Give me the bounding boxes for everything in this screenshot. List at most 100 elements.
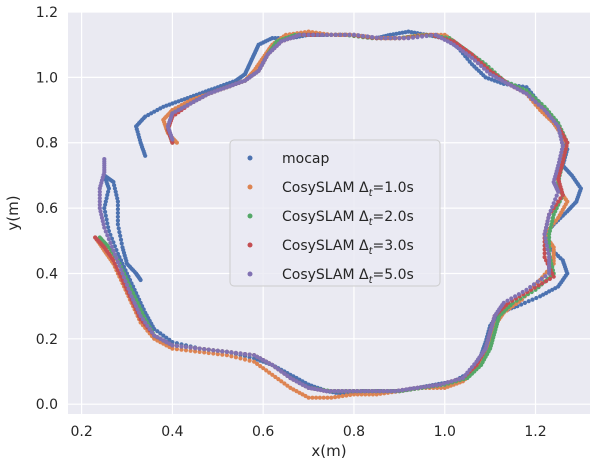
data-point [211, 351, 216, 356]
data-point [559, 150, 564, 155]
data-point [365, 34, 370, 39]
data-point [115, 222, 120, 227]
data-point [544, 279, 549, 284]
y-tick-label: 0.2 [36, 332, 58, 348]
x-tick-label: 1.0 [434, 424, 456, 440]
data-point [556, 124, 561, 129]
data-point [550, 271, 555, 276]
data-point [103, 213, 108, 218]
data-point [118, 233, 123, 238]
data-point [179, 344, 184, 349]
data-point [93, 235, 98, 240]
data-point [185, 103, 190, 108]
data-point [362, 389, 367, 394]
y-tick-label: 0.0 [36, 397, 58, 413]
data-point [551, 118, 556, 123]
data-point [114, 192, 119, 198]
legend-label-value: =3.0s [373, 238, 414, 254]
data-point [547, 276, 553, 281]
data-point [553, 197, 558, 202]
data-point [273, 36, 278, 41]
data-point [377, 389, 382, 394]
data-point [415, 385, 420, 390]
data-point [538, 294, 543, 299]
data-point [294, 379, 299, 384]
data-point [140, 310, 145, 315]
data-point [115, 268, 120, 273]
data-point [113, 189, 118, 194]
data-point [252, 359, 257, 364]
y-tick-label: 0.6 [36, 201, 58, 217]
data-point [540, 281, 545, 286]
data-point [379, 36, 384, 41]
data-point [116, 226, 121, 231]
data-point [137, 304, 142, 309]
data-point [102, 206, 107, 211]
data-point [97, 235, 102, 240]
data-point [114, 256, 119, 261]
data-point [140, 317, 145, 322]
data-point [388, 36, 393, 41]
data-point [543, 228, 548, 234]
data-point [355, 392, 360, 397]
data-point [197, 349, 202, 354]
data-point [524, 287, 529, 292]
data-point [516, 292, 522, 297]
data-point [206, 347, 211, 352]
data-point [558, 134, 563, 139]
data-point [138, 300, 143, 305]
data-point [97, 196, 102, 201]
data-point [410, 35, 416, 40]
legend-label: CosySLAM Δt=5.0s [282, 267, 414, 286]
data-point [238, 351, 243, 356]
y-axis-label: y(m) [4, 195, 22, 230]
data-point [347, 32, 352, 38]
tick-labels: 0.2 0.4 0.6 0.8 1.0 1.2 0.0 0.2 0.4 0.6 0.8 1.0 1.2 [36, 5, 547, 440]
data-point [117, 271, 122, 276]
data-point [472, 58, 478, 63]
data-point [547, 235, 552, 240]
data-point [126, 286, 131, 291]
data-point [465, 56, 470, 61]
data-point [430, 383, 435, 388]
data-point [155, 335, 160, 340]
data-point [279, 379, 284, 384]
data-point [99, 215, 105, 220]
data-point [120, 261, 125, 266]
data-point [479, 63, 484, 68]
data-point [143, 320, 148, 325]
data-point [479, 60, 484, 65]
data-point [336, 389, 341, 394]
data-point [152, 333, 157, 338]
data-point [556, 160, 562, 165]
data-point [112, 186, 117, 191]
data-point [288, 385, 293, 390]
data-point [131, 297, 136, 302]
data-point [174, 343, 179, 348]
legend-label: CosySLAM Δt=3.0s [282, 238, 414, 257]
data-point [561, 157, 566, 162]
data-point [383, 36, 388, 41]
data-point [111, 179, 116, 185]
data-point [522, 300, 528, 305]
data-point [339, 389, 344, 394]
data-point [565, 140, 570, 145]
data-point [358, 389, 363, 394]
data-point [547, 271, 552, 276]
data-point [115, 214, 120, 219]
data-point [109, 244, 114, 249]
data-point [134, 291, 139, 296]
data-point [542, 232, 547, 237]
data-point [531, 282, 537, 287]
data-point [202, 350, 207, 355]
data-point [550, 215, 556, 220]
data-point [551, 274, 556, 279]
data-point [161, 333, 166, 338]
data-point [132, 287, 137, 292]
data-point [247, 352, 252, 357]
data-point [442, 37, 447, 42]
data-point [134, 304, 139, 309]
data-point [451, 42, 456, 47]
data-point [117, 263, 122, 268]
